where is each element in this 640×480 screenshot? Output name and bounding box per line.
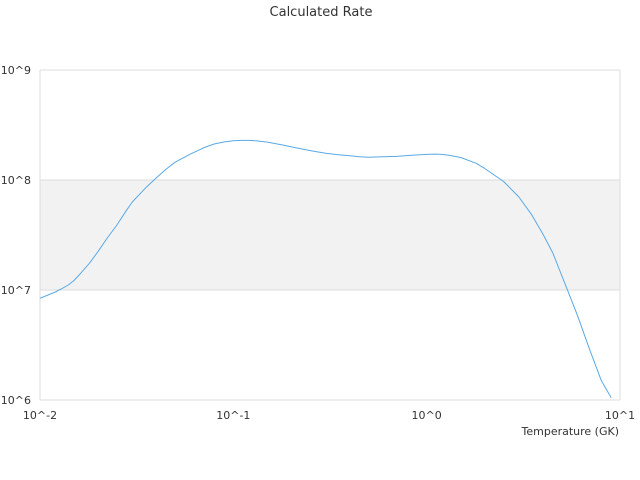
chart-title: Calculated Rate — [270, 5, 373, 20]
rate-series-line — [39, 139, 612, 398]
y-tick-label: 10^7 — [1, 284, 31, 297]
y-tick-label: 10^9 — [1, 64, 31, 77]
plot-area: 10^6 10^7 10^8 10^9 10^-2 10^-1 10^0 10^1 — [1, 64, 635, 422]
x-tick-label: 10^-2 — [23, 409, 57, 422]
x-tick-label: 10^-1 — [216, 409, 250, 422]
shaded-band — [40, 180, 620, 290]
x-axis-label: Temperature (GK) — [521, 425, 620, 438]
y-tick-label: 10^6 — [1, 394, 31, 407]
x-tick-label: 10^1 — [605, 409, 635, 422]
x-tick-label: 10^0 — [412, 409, 442, 422]
y-tick-label: 10^8 — [1, 174, 31, 187]
